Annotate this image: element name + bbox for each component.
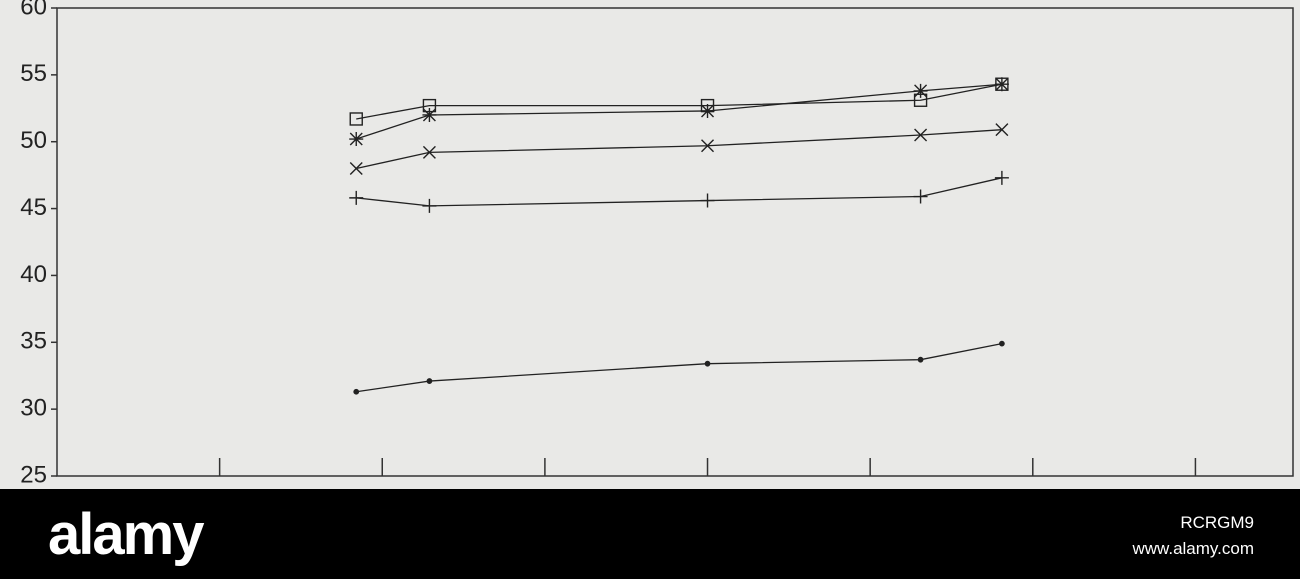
marker: [422, 107, 437, 122]
series-line: [356, 342, 1003, 393]
marker: [998, 340, 1005, 347]
marker: [349, 161, 363, 175]
plot-frame: [56, 7, 1294, 477]
marker: [995, 123, 1009, 137]
marker: [349, 112, 363, 126]
series-line: [356, 83, 1002, 140]
marker: [701, 139, 715, 153]
y-tick-label: 55: [20, 60, 47, 87]
marker: [349, 132, 364, 147]
y-tick-label: 60: [20, 0, 47, 20]
marker: [994, 170, 1009, 185]
watermark-bar: alamy RCRGM9 www.alamy.com: [0, 489, 1300, 579]
y-tick-label: 25: [20, 461, 47, 488]
marker: [913, 83, 928, 98]
marker: [700, 103, 715, 118]
marker: [349, 190, 364, 205]
marker: [353, 388, 360, 395]
marker: [994, 77, 1009, 92]
y-tick-label: 35: [20, 328, 47, 355]
y-tick-label: 30: [20, 394, 47, 421]
brand: alamy: [48, 502, 204, 567]
series-line: [356, 129, 1002, 170]
y-tick-label: 45: [20, 194, 47, 221]
marker: [422, 198, 437, 213]
image-id: RCRGM9: [1180, 513, 1254, 532]
marker: [422, 145, 436, 159]
marker: [426, 378, 433, 384]
marker: [700, 193, 715, 208]
marker: [914, 128, 928, 142]
marker: [917, 356, 924, 363]
y-tick-label: 40: [20, 261, 47, 288]
series-line: [356, 177, 1003, 207]
marker: [913, 189, 928, 204]
url: www.alamy.com: [1132, 539, 1254, 558]
marker: [704, 360, 711, 367]
series-line: [356, 83, 1003, 120]
y-tick-label: 50: [20, 127, 47, 154]
